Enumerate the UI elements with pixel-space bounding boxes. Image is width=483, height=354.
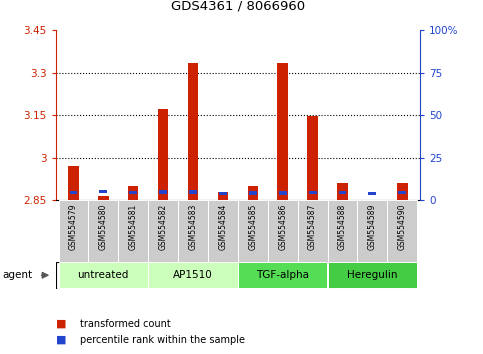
Bar <box>159 190 167 194</box>
Bar <box>337 183 348 200</box>
Bar <box>58 200 88 262</box>
Text: GDS4361 / 8066960: GDS4361 / 8066960 <box>171 0 305 12</box>
Bar <box>148 200 178 262</box>
Text: GSM554589: GSM554589 <box>368 204 377 250</box>
Text: GSM554585: GSM554585 <box>248 204 257 250</box>
Bar <box>188 63 199 200</box>
Bar <box>238 200 268 262</box>
Text: GSM554579: GSM554579 <box>69 204 78 250</box>
Bar <box>148 262 238 288</box>
Bar <box>279 191 286 195</box>
Bar <box>298 200 327 262</box>
Bar <box>249 191 257 195</box>
Bar <box>218 192 228 200</box>
Bar <box>367 200 378 201</box>
Text: AP1510: AP1510 <box>173 270 213 280</box>
Bar <box>158 109 169 200</box>
Bar <box>189 190 197 194</box>
Text: percentile rank within the sample: percentile rank within the sample <box>80 335 245 345</box>
Text: GSM554590: GSM554590 <box>398 204 407 250</box>
Text: GSM554584: GSM554584 <box>218 204 227 250</box>
Bar <box>307 116 318 200</box>
Bar <box>219 192 227 195</box>
Bar <box>398 191 406 194</box>
Text: TGF-alpha: TGF-alpha <box>256 270 309 280</box>
Text: transformed count: transformed count <box>80 319 170 329</box>
Bar <box>277 63 288 200</box>
Bar <box>327 262 417 288</box>
Bar <box>339 191 346 194</box>
Text: GSM554588: GSM554588 <box>338 204 347 250</box>
Bar <box>327 200 357 262</box>
Bar <box>178 200 208 262</box>
Text: ■: ■ <box>56 335 66 345</box>
Bar <box>128 186 139 200</box>
Bar <box>70 191 77 194</box>
Text: GSM554587: GSM554587 <box>308 204 317 250</box>
Bar <box>68 166 79 200</box>
Bar <box>129 191 137 194</box>
Text: Heregulin: Heregulin <box>347 270 398 280</box>
Bar <box>98 196 109 200</box>
Text: GSM554580: GSM554580 <box>99 204 108 250</box>
Bar <box>357 200 387 262</box>
Bar <box>118 200 148 262</box>
Bar <box>268 200 298 262</box>
Text: GSM554581: GSM554581 <box>129 204 138 250</box>
Text: GSM554582: GSM554582 <box>158 204 168 250</box>
Text: untreated: untreated <box>78 270 129 280</box>
Bar <box>99 190 107 194</box>
Bar <box>238 262 327 288</box>
Text: GSM554586: GSM554586 <box>278 204 287 250</box>
Bar <box>369 192 376 195</box>
Bar <box>397 183 408 200</box>
Bar <box>88 200 118 262</box>
Bar <box>58 262 148 288</box>
Text: agent: agent <box>2 270 32 280</box>
Bar <box>387 200 417 262</box>
Text: ■: ■ <box>56 319 66 329</box>
Bar <box>208 200 238 262</box>
Bar <box>309 191 316 194</box>
Text: GSM554583: GSM554583 <box>188 204 198 250</box>
Bar <box>248 186 258 200</box>
